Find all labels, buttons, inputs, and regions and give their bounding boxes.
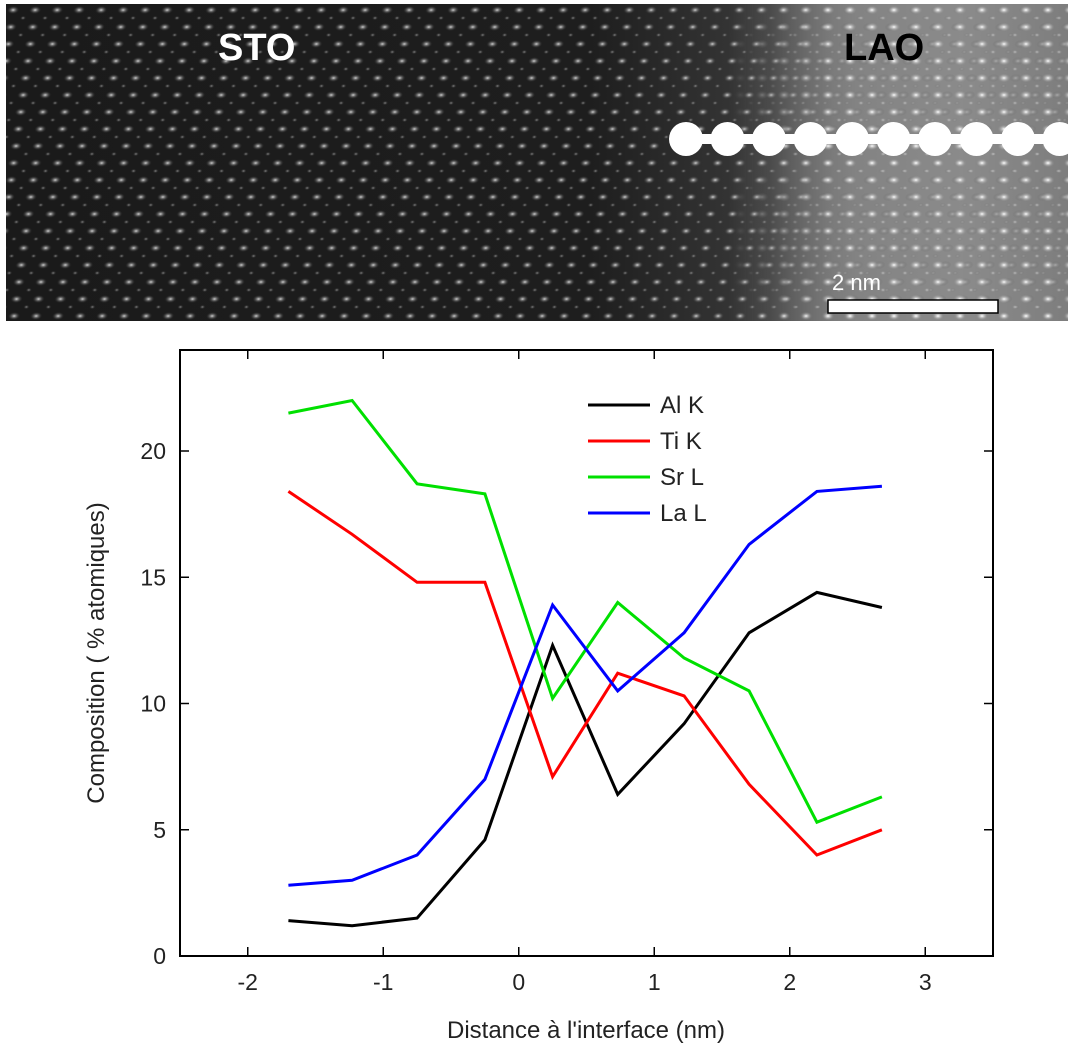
x-tick-label: -1 — [373, 969, 393, 995]
x-tick-label: 3 — [919, 969, 932, 995]
composition-chart: -2 -1 0 1 2 3 0 5 10 15 20 Al K Ti K Sr L La L Dista… — [83, 349, 994, 1044]
x-tick-label: 2 — [783, 969, 796, 995]
series-line-la-l — [288, 484, 883, 887]
y-tick-label: 10 — [140, 691, 166, 717]
sto-label: STO — [218, 27, 295, 69]
scale-bar-label: 2 nm — [832, 270, 881, 295]
y-tick-label: 15 — [140, 564, 166, 590]
legend: Al K Ti K Sr L La L — [588, 392, 707, 527]
y-tick-label: 5 — [153, 817, 166, 843]
stem-micrograph: STO LAO 2 nm — [6, 4, 1068, 321]
lao-lattice — [6, 4, 1068, 321]
legend-label: La L — [660, 500, 707, 527]
series-lines — [287, 398, 883, 928]
x-axis-label: Distance à l'interface (nm) — [447, 1017, 725, 1044]
legend-label: Sr L — [660, 464, 704, 491]
legend-label: Ti K — [660, 428, 702, 455]
series-line-ti-k — [287, 490, 883, 857]
y-tick-label: 0 — [153, 943, 166, 969]
legend-label: Al K — [660, 392, 704, 419]
lao-label: LAO — [844, 27, 924, 69]
probe-positions — [669, 122, 1068, 156]
x-tick-label: 0 — [512, 969, 525, 995]
plot-frame — [179, 349, 994, 957]
series-line-sr-l — [288, 398, 883, 825]
series-line-al-k — [288, 590, 883, 928]
y-tick-label: 20 — [140, 438, 166, 464]
y-axis-label: Composition ( % atomiques) — [83, 502, 110, 803]
scale-bar — [827, 299, 999, 314]
x-axis: -2 -1 0 1 2 3 — [238, 350, 932, 995]
x-tick-label: 1 — [648, 969, 661, 995]
x-tick-label: -2 — [238, 969, 258, 995]
y-axis: 0 5 10 15 20 — [140, 438, 993, 969]
probe-line — [686, 134, 1059, 144]
